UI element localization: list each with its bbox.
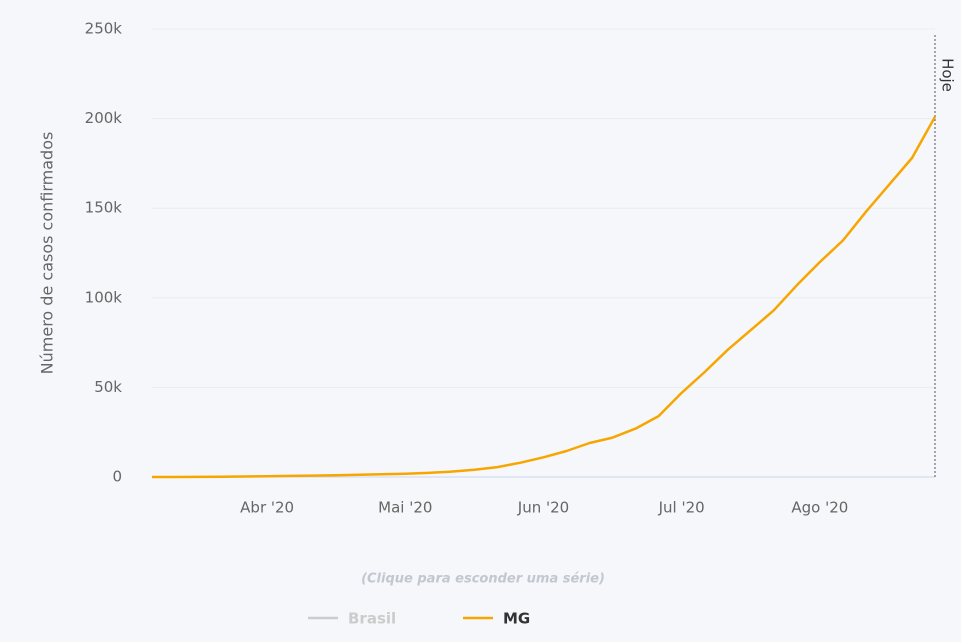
- legend-item[interactable]: Brasil: [348, 610, 396, 628]
- y-tick-label: 50k: [94, 378, 122, 396]
- today-label: Hoje: [939, 58, 957, 92]
- x-tick-label: Jul '20: [658, 499, 705, 517]
- legend-hint: (Clique para esconder uma série): [361, 572, 605, 587]
- legend-item[interactable]: MG: [503, 610, 530, 628]
- x-tick-label: Abr '20: [240, 499, 294, 517]
- y-tick-label: 100k: [85, 288, 123, 306]
- y-tick-label: 250k: [85, 20, 123, 38]
- series-line: [152, 116, 937, 479]
- x-tick-label: Ago '20: [791, 499, 848, 517]
- x-tick-label: Jun '20: [517, 499, 569, 517]
- x-tick-label: Mai '20: [378, 499, 432, 517]
- y-tick-label: 200k: [85, 109, 123, 127]
- y-tick-label: 0: [112, 468, 122, 486]
- y-axis-label: Número de casos confirmados: [38, 132, 57, 375]
- y-tick-label: 150k: [85, 199, 123, 217]
